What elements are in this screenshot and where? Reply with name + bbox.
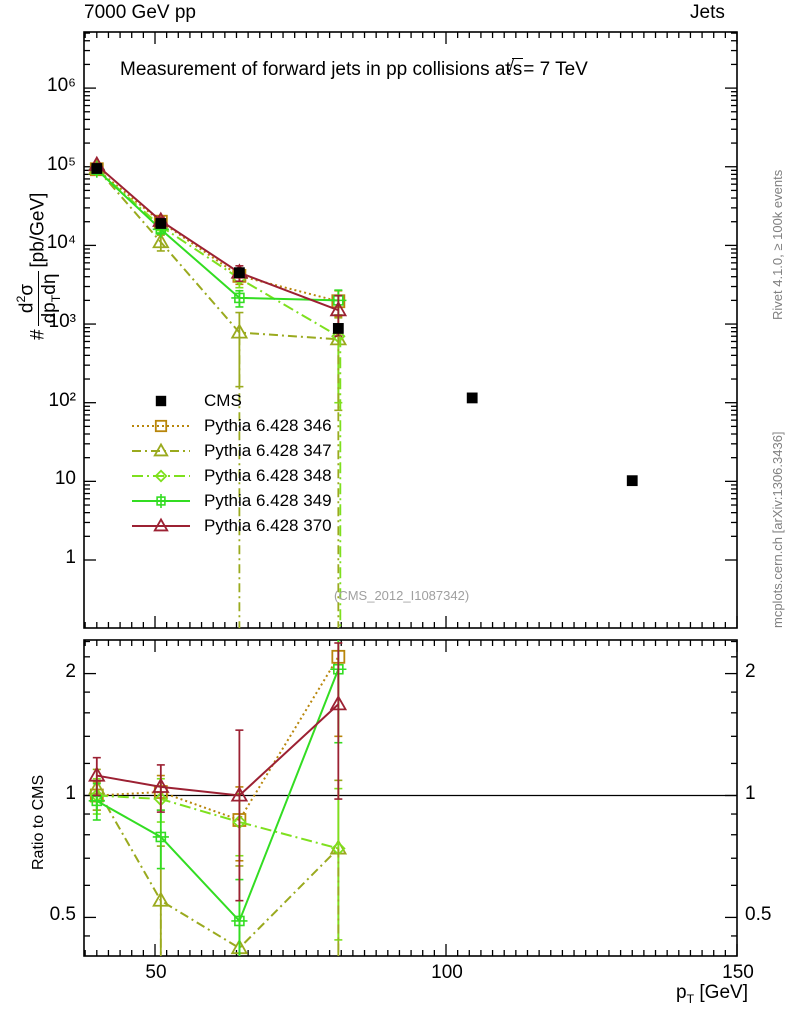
legend-item[interactable]: Pythia 6.428 349: [130, 488, 332, 513]
legend-swatch-cross-icon: [132, 493, 190, 508]
x-axis-label-unit: [GeV]: [699, 982, 748, 1003]
legend-item[interactable]: Pythia 6.428 347: [130, 438, 332, 463]
cms-data-point: [626, 475, 638, 487]
x-tick-label: 50: [145, 962, 167, 983]
cms-data-point: [91, 163, 103, 174]
legend-swatch-fsquare-icon: [155, 395, 167, 406]
cms-data-point: [155, 218, 167, 229]
sqrt-glyph: √ s: [504, 57, 524, 80]
ratio-series-line: [96, 794, 339, 850]
x-tick-label: 100: [431, 962, 463, 983]
rivet-version-caption: Rivet 4.1.0, ≥ 100k events: [770, 170, 786, 335]
plot-title-tail: = 7 TeV: [523, 59, 588, 80]
legend-label: Pythia 6.428 346: [204, 415, 332, 435]
sqrt-s: s: [512, 59, 523, 80]
main-data-group: [88, 155, 638, 628]
y-axis-unit: [pb/GeV]: [27, 192, 49, 268]
x-axis-label: pT [GeV]: [676, 982, 748, 1006]
x-tick-label: 150: [722, 962, 754, 983]
legend-swatch-square-icon: [132, 419, 190, 432]
y-axis-label-main: # d2σ dpTdη [pb/GeV]: [14, 193, 161, 389]
x-axis-label-sub: T: [686, 991, 695, 1006]
y-axis-ratio-text: Ratio to CMS: [30, 774, 47, 870]
header-right: Jets: [690, 2, 725, 23]
y-axis-label-ratio: Ratio to CMS: [30, 775, 125, 888]
ratio-series-line: [96, 668, 340, 923]
ratio-series-line: [96, 656, 340, 822]
ratio-data-point: [329, 694, 348, 711]
cms-data-point: [332, 323, 344, 334]
y-tick-label-ratio: 2: [745, 660, 756, 682]
ratio-data-point: [88, 766, 106, 782]
ratio-data-group: [88, 640, 348, 956]
y-tick-label-main: 10⁶: [47, 75, 76, 97]
cms-data-point: [466, 392, 478, 404]
cms-data-point: [233, 267, 245, 279]
y-tick-label-ratio: 1: [65, 782, 76, 804]
y-tick-label-ratio: 0.5: [49, 904, 76, 926]
legend-label: Pythia 6.428 348: [204, 465, 332, 485]
ratio-data-point: [152, 828, 169, 846]
y-axis-hash: #: [27, 329, 49, 340]
legend-item[interactable]: Pythia 6.428 348: [130, 463, 332, 488]
main-panel-frame: [83, 31, 738, 629]
y-tick-label-main: 10³: [48, 311, 76, 333]
y-tick-label-main: 1: [65, 547, 76, 568]
legend-label: CMS: [204, 390, 242, 410]
y-axis-numerator: d2σ: [14, 270, 40, 327]
y-tick-label-main: 10⁵: [46, 153, 76, 175]
y-tick-label-ratio: 1: [745, 782, 756, 804]
series-line: [96, 164, 339, 312]
legend-label: Pythia 6.428 370: [204, 515, 332, 535]
data-point: [231, 289, 248, 307]
legend-swatch-triangle-icon: [132, 517, 190, 531]
y-tick-label-ratio: 0.5: [745, 904, 772, 926]
ratio-panel-frame: [83, 639, 738, 957]
ratio-data-point: [152, 777, 170, 793]
legend-label: Pythia 6.428 349: [204, 490, 332, 510]
legend-item[interactable]: Pythia 6.428 370: [130, 513, 332, 538]
plot-title-text: Measurement of forward jets in pp collis…: [120, 59, 511, 80]
y-tick-label-main: 10⁴: [46, 232, 76, 254]
legend-item[interactable]: Pythia 6.428 346: [130, 413, 332, 438]
legend-swatch-triangle-icon: [132, 442, 190, 456]
series-line: [96, 168, 339, 302]
series-line: [96, 168, 339, 303]
analysis-watermark: (CMS_2012_I1087342): [334, 588, 470, 603]
series-line: [96, 168, 339, 338]
legend-label: Pythia 6.428 347: [204, 440, 332, 460]
x-axis-label-p: p: [676, 982, 687, 1003]
rivet-version-text: Rivet 4.1.0, ≥ 100k events: [770, 169, 785, 320]
ratio-series-line: [96, 703, 340, 797]
data-point: [329, 300, 348, 317]
series-line: [96, 167, 339, 341]
mcplots-caption: mcplots.cern.ch [arXiv:1306.3436]: [770, 431, 786, 643]
mcplots-text: mcplots.cern.ch [arXiv:1306.3436]: [770, 431, 785, 628]
legend: CMS Pythia 6.428 346 Pythia 6.428 347 Pythi…: [130, 388, 332, 538]
y-tick-label-main: 10²: [48, 389, 76, 411]
ratio-data-point: [230, 786, 249, 802]
legend-item[interactable]: CMS: [130, 388, 332, 413]
y-tick-label-main: 10: [54, 468, 76, 490]
data-point: [152, 232, 170, 249]
ratio-series-line: [95, 788, 340, 950]
plot-title: Measurement of forward jets in pp collis…: [120, 57, 588, 81]
y-tick-label-ratio: 2: [65, 660, 76, 682]
header-left: 7000 GeV pp: [84, 2, 196, 23]
legend-swatch-diamond-icon: [132, 469, 190, 482]
